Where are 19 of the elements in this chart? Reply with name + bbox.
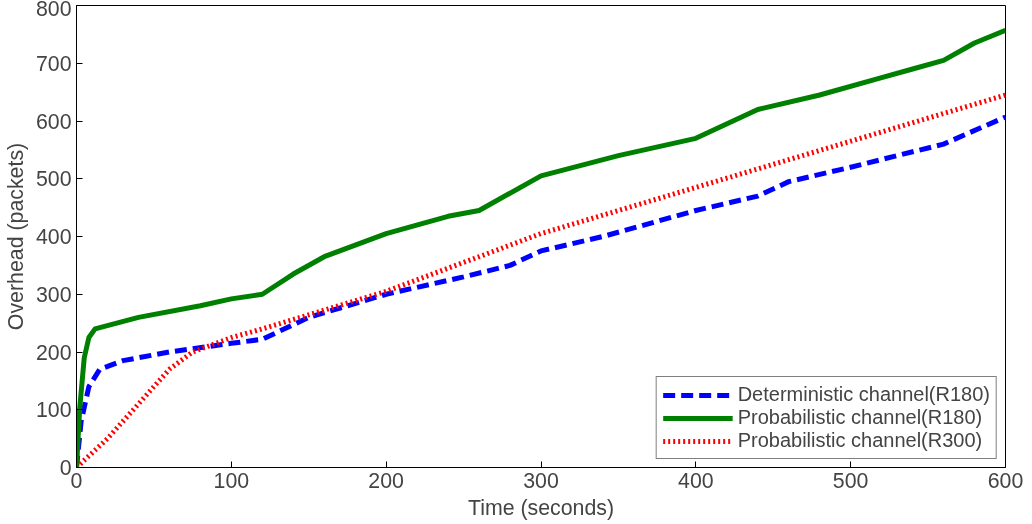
x-tick-label: 200 — [368, 468, 405, 493]
x-tick-label: 400 — [678, 468, 714, 493]
x-tick-label: 100 — [213, 468, 250, 493]
x-axis-title: Time (seconds) — [467, 495, 615, 520]
x-tick-label: 500 — [832, 468, 869, 493]
y-tick-label: 400 — [35, 225, 72, 249]
x-tick-label: 300 — [523, 468, 559, 493]
y-axis-title: Overhead (packets) — [3, 142, 28, 331]
legend-label: Probabilistic channel(R300) — [737, 429, 983, 452]
y-tick-label: 600 — [35, 109, 72, 134]
legend-label: Probabilistic channel(R180) — [737, 406, 983, 429]
legend-label: Deterministic channel(R180) — [737, 383, 990, 406]
y-tick-label: 500 — [35, 167, 72, 192]
y-tick-label: 100 — [35, 398, 72, 423]
y-tick-label: 800 — [35, 0, 72, 21]
y-tick-label: 200 — [35, 340, 72, 365]
x-tick-label: 600 — [987, 468, 1024, 493]
y-tick-label: 700 — [35, 51, 72, 76]
y-tick-label: 300 — [35, 282, 72, 307]
